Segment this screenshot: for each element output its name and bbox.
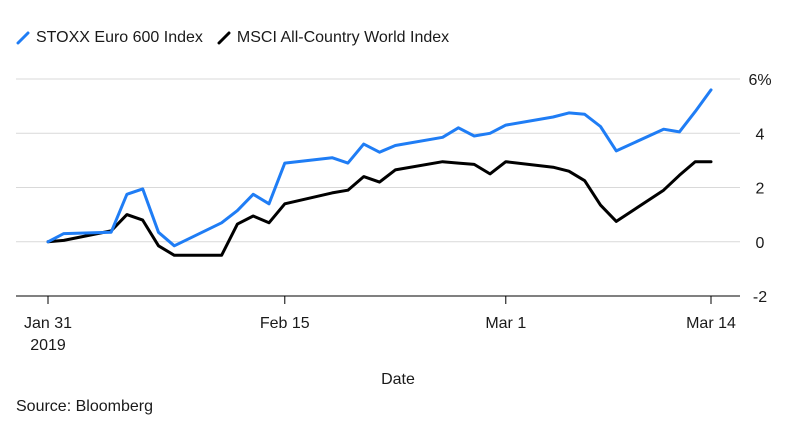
legend-label-msci: MSCI All-Country World Index — [236, 29, 450, 46]
series-line-stoxx — [46, 88, 713, 248]
source-note: Source: Bloomberg — [16, 398, 153, 415]
x-tick-label: Feb 15 — [260, 315, 310, 332]
x-tick-label: Jan 31 — [24, 315, 72, 332]
y-tick-label: -2 — [753, 289, 767, 306]
x-axis-label: Date — [381, 371, 415, 388]
legend-swatch-stoxx — [16, 31, 30, 45]
x-tick-sublabel: 2019 — [30, 337, 66, 354]
x-tick-label: Mar 14 — [686, 315, 736, 332]
y-tick-label: 4 — [756, 126, 765, 143]
legend-swatch-msci — [217, 31, 231, 45]
y-tick-label: 0 — [756, 235, 765, 252]
legend-label-stoxx: STOXX Euro 600 Index — [36, 29, 203, 46]
legend-item-stoxx: STOXX Euro 600 Index — [16, 29, 203, 47]
series-line-msci — [46, 160, 713, 257]
legend: STOXX Euro 600 Index MSCI All-Country Wo… — [16, 29, 463, 47]
x-tick-label: Mar 1 — [485, 315, 526, 332]
legend-item-msci: MSCI All-Country World Index — [217, 29, 449, 47]
y-tick-label: 6% — [748, 72, 771, 89]
y-tick-label: 2 — [756, 181, 765, 198]
